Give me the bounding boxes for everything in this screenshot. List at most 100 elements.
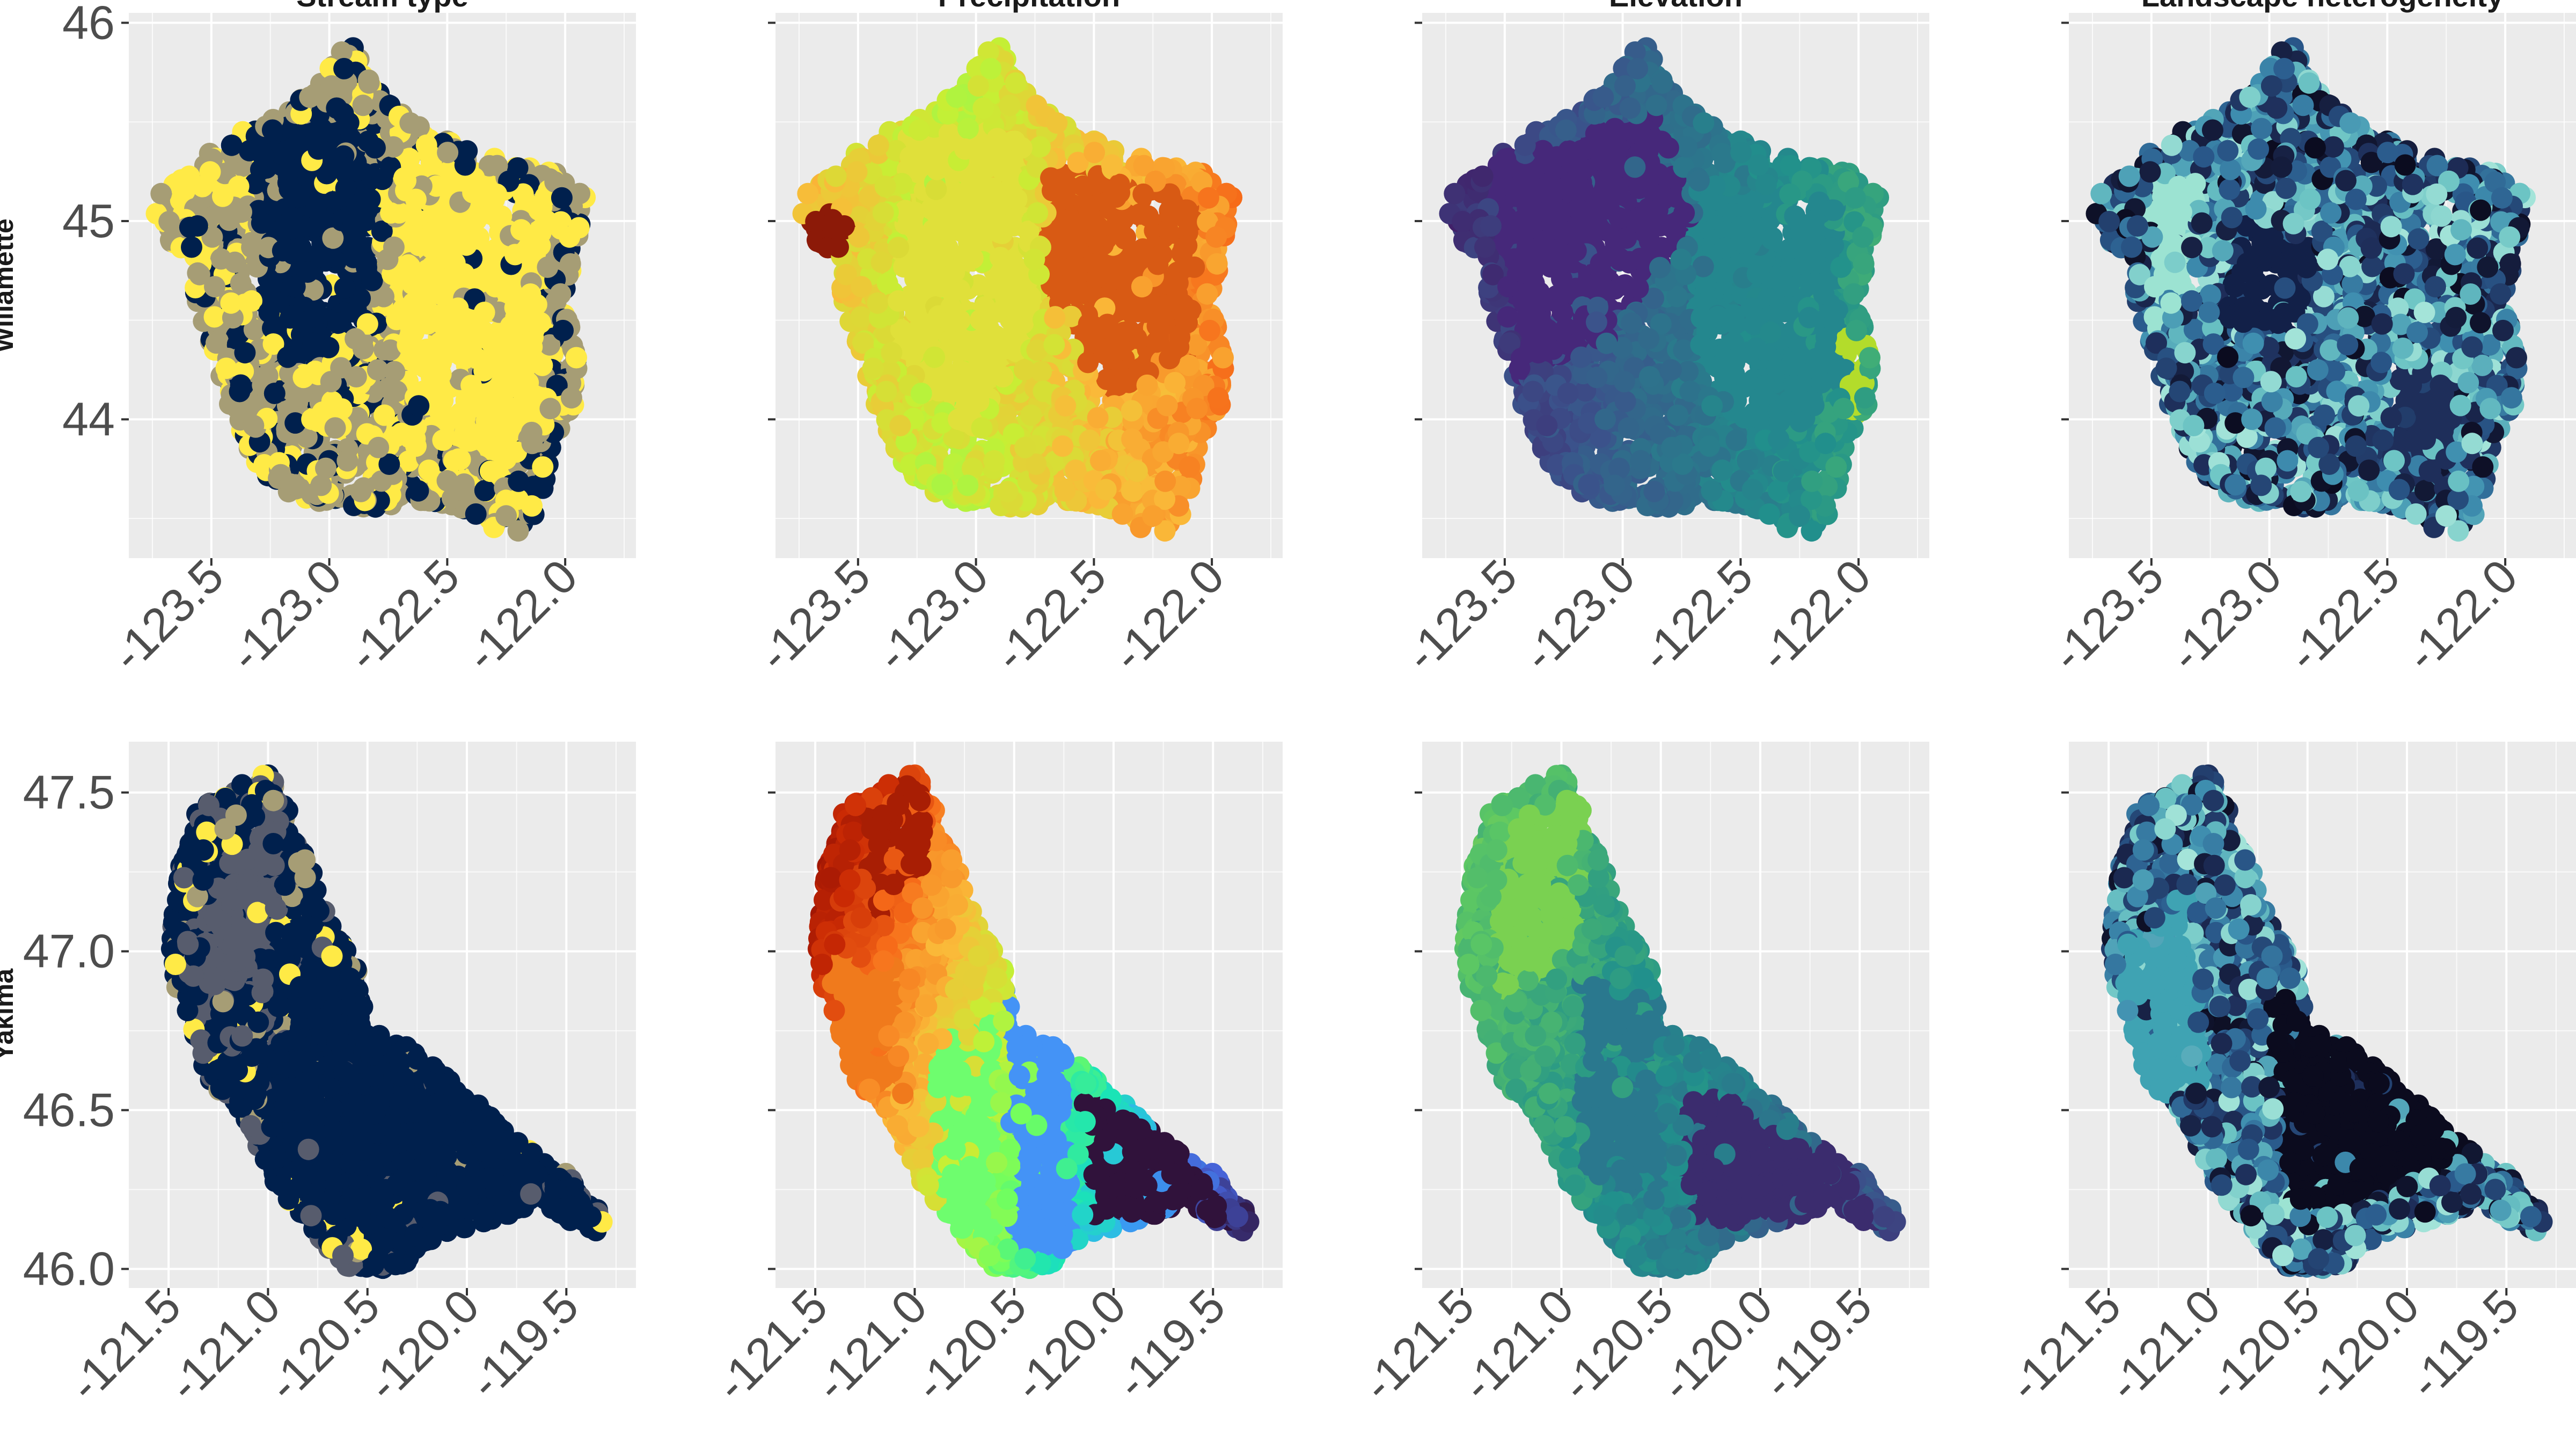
data-point (431, 313, 453, 335)
data-point (1168, 336, 1190, 358)
data-point (1154, 470, 1176, 492)
data-point (954, 138, 976, 160)
data-point (1136, 374, 1158, 396)
data-point (867, 292, 889, 314)
data-point (1186, 398, 1208, 420)
data-point (918, 240, 940, 262)
data-point (1132, 183, 1154, 205)
data-point (504, 244, 526, 266)
data-point (559, 226, 581, 248)
data-point (336, 450, 358, 472)
data-point (1111, 503, 1133, 525)
data-point (465, 503, 487, 525)
data-point (474, 400, 496, 422)
data-point (420, 237, 442, 259)
data-point (1020, 404, 1042, 426)
data-point (1121, 400, 1143, 422)
data-point (1157, 219, 1179, 241)
data-point (828, 236, 849, 258)
data-point (399, 112, 421, 134)
data-point (1168, 433, 1190, 455)
data-point (421, 255, 443, 277)
data-point (215, 357, 237, 379)
data-point (474, 480, 496, 502)
data-point (320, 75, 342, 97)
data-point (825, 165, 847, 187)
data-point (1120, 302, 1142, 324)
data-point (1027, 202, 1049, 224)
data-point (1065, 459, 1087, 481)
data-point (1046, 112, 1068, 134)
data-point (531, 354, 553, 376)
data-point (526, 237, 548, 259)
data-point (1078, 313, 1100, 335)
data-point (905, 301, 927, 323)
data-point (1029, 136, 1051, 158)
data-point (310, 474, 332, 496)
data-point (1023, 248, 1045, 270)
data-point (530, 199, 552, 221)
data-point (305, 198, 327, 220)
data-point (1114, 228, 1136, 250)
data-point (517, 372, 539, 393)
data-point (532, 456, 554, 478)
data-point (453, 263, 475, 285)
data-point (1011, 137, 1033, 159)
data-point (1176, 312, 1198, 334)
data-point (320, 371, 342, 393)
data-point (203, 306, 225, 328)
data-point (946, 86, 968, 108)
data-point (467, 228, 489, 250)
data-point (395, 170, 416, 192)
data-point (1131, 276, 1153, 298)
data-point (949, 332, 971, 354)
data-point (510, 219, 532, 241)
data-point (234, 342, 256, 364)
data-point (356, 257, 377, 279)
data-point (971, 417, 993, 439)
data-point (508, 470, 530, 492)
data-point (957, 474, 979, 496)
data-point (327, 312, 349, 334)
data-point (977, 156, 999, 178)
data-point (181, 236, 202, 258)
data-point (862, 357, 884, 379)
data-point (899, 146, 921, 168)
data-point (199, 161, 221, 183)
data-point (1042, 170, 1063, 192)
data-point (221, 134, 243, 156)
data-point (927, 207, 949, 229)
data-point (983, 450, 1005, 472)
data-point (301, 408, 323, 430)
data-point (311, 118, 332, 140)
data-point (967, 75, 989, 97)
data-point (374, 404, 396, 426)
data-point (352, 94, 374, 116)
data-point (359, 188, 381, 210)
y-tick-label: 44 (62, 392, 115, 445)
data-point (335, 177, 357, 199)
data-point (302, 332, 324, 354)
data-point (251, 212, 273, 234)
data-point (437, 142, 459, 164)
data-point (333, 57, 355, 79)
data-point (1183, 256, 1205, 278)
data-point (279, 178, 301, 200)
data-point (448, 479, 470, 501)
scatter-points (145, 37, 596, 542)
data-point (474, 428, 496, 450)
data-point (939, 367, 961, 389)
data-point (980, 277, 1002, 299)
data-point (952, 198, 974, 220)
data-point (204, 276, 225, 298)
data-point (279, 158, 301, 180)
data-point (1006, 188, 1028, 210)
data-point (1212, 347, 1234, 369)
y-tick-label: 46 (62, 0, 115, 49)
data-point (1068, 255, 1090, 277)
data-point (484, 276, 506, 298)
data-point (299, 86, 321, 108)
data-point (345, 366, 367, 387)
data-point (405, 188, 427, 210)
data-point (521, 336, 543, 358)
